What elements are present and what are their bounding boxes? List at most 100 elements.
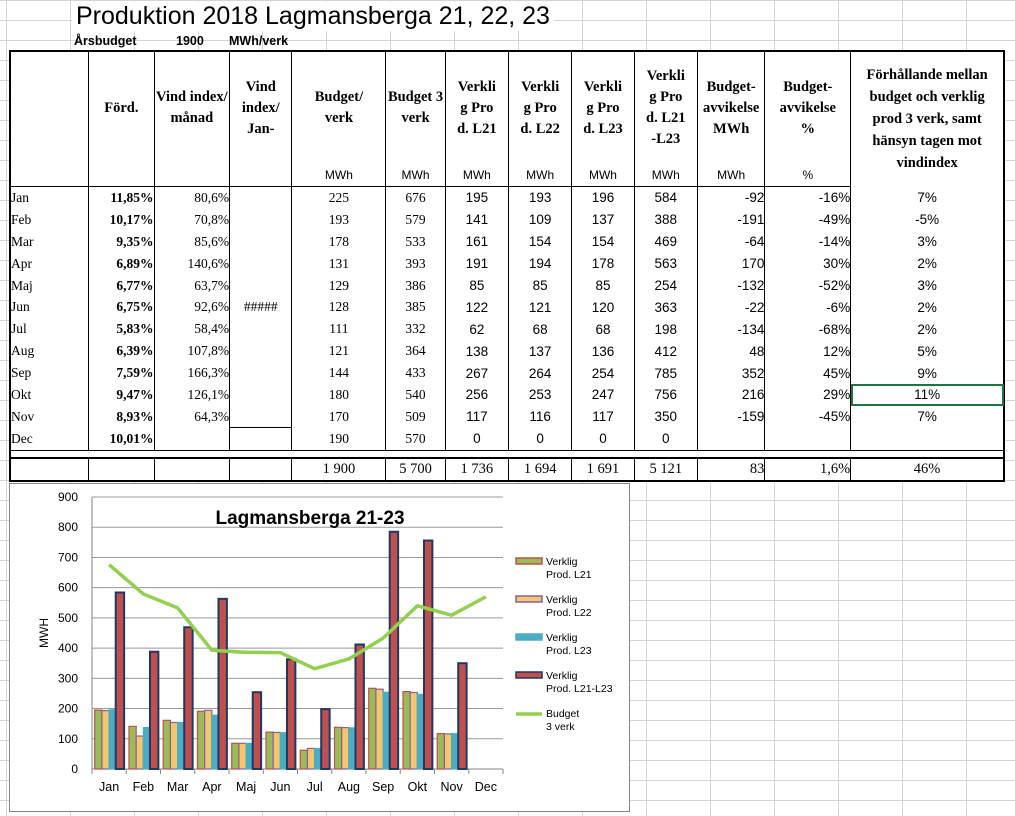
forhallande-cell[interactable]: 2% [850, 318, 1004, 341]
month-cell[interactable]: Dec [11, 430, 33, 446]
budget-3-verk-cell[interactable]: 509 [385, 405, 446, 428]
budget-verk-cell[interactable]: 111 [291, 318, 386, 341]
header-verklig-l21-l23[interactable]: Verklig Prod. L21-L23 [633, 51, 698, 164]
verklig-l22-cell[interactable]: 121 [507, 296, 572, 319]
verklig-l23-cell[interactable]: 154 [571, 230, 635, 253]
verklig-sum-cell[interactable]: 388 [633, 208, 698, 231]
verklig-l23-cell[interactable]: 136 [571, 340, 635, 363]
verklig-sum-cell[interactable]: 584 [633, 186, 698, 209]
vind-index-cell[interactable]: 85,6% [153, 230, 230, 253]
avvikelse-pct-cell[interactable]: -52% [764, 274, 851, 297]
budget-3-verk-cell[interactable]: 540 [385, 384, 446, 406]
verklig-l22-cell[interactable]: 109 [507, 208, 572, 231]
avvikelse-pct-cell[interactable]: 12% [764, 340, 851, 363]
verklig-l23-cell[interactable]: 196 [571, 186, 635, 209]
total-budget-verk[interactable]: 1 900 [291, 457, 386, 482]
avvikelse-mwh-cell[interactable]: -92 [696, 186, 765, 209]
total-forhallande[interactable]: 46% [850, 457, 1004, 482]
header-budget-verk[interactable]: Budget/ verk [291, 51, 386, 164]
verklig-l23-cell[interactable]: 254 [571, 362, 635, 385]
budget-verk-cell[interactable]: 180 [291, 384, 386, 406]
avvikelse-pct-cell[interactable]: -16% [764, 186, 851, 209]
unit-cell[interactable]: MWh [571, 164, 635, 187]
total-l22[interactable]: 1 694 [507, 457, 572, 482]
verklig-l23-cell[interactable]: 117 [571, 405, 635, 428]
unit-cell[interactable] [10, 164, 89, 187]
verklig-l22-cell[interactable]: 154 [507, 230, 572, 253]
verklig-l23-cell[interactable]: 247 [571, 384, 635, 406]
ford-cell[interactable]: 9,35% [88, 230, 155, 253]
total-l23[interactable]: 1 691 [571, 457, 635, 482]
verklig-l21-cell[interactable]: 122 [444, 296, 509, 319]
header-vind-jan[interactable]: Vind index/ Jan- [229, 51, 292, 164]
vind-index-cell[interactable]: 107,8% [153, 340, 230, 363]
header-vind-manad[interactable]: Vind index/ månad [153, 51, 230, 164]
forhallande-cell[interactable] [850, 427, 1004, 451]
budget-verk-cell[interactable]: 131 [291, 252, 386, 275]
avvikelse-mwh-cell[interactable]: 216 [696, 384, 765, 406]
unit-cell[interactable]: MWh [444, 164, 509, 187]
budget-3-verk-cell[interactable]: 533 [385, 230, 446, 253]
budget-3-verk-cell[interactable]: 386 [385, 274, 446, 297]
ford-cell[interactable]: 6,75% [88, 296, 155, 319]
total-cell[interactable] [10, 457, 89, 482]
verklig-sum-cell[interactable]: 350 [633, 405, 698, 428]
avvikelse-pct-cell[interactable]: 29% [764, 384, 851, 406]
forhallande-cell[interactable]: 7% [850, 186, 1004, 209]
forhallande-cell[interactable]: 5% [850, 340, 1004, 363]
avvikelse-mwh-cell[interactable] [696, 427, 765, 451]
budget-verk-cell[interactable]: 178 [291, 230, 386, 253]
verklig-l21-cell[interactable]: 62 [444, 318, 509, 341]
avvikelse-mwh-cell[interactable]: 352 [696, 362, 765, 385]
total-l21-l23[interactable]: 5 121 [633, 457, 698, 482]
header-month[interactable] [10, 51, 89, 164]
budget-verk-cell[interactable]: 121 [291, 340, 386, 363]
verklig-l21-cell[interactable]: 117 [444, 405, 509, 428]
avvikelse-mwh-cell[interactable]: -134 [696, 318, 765, 341]
header-avvikelse-pct[interactable]: Budget- avvikelse % [764, 51, 851, 164]
ford-cell[interactable]: 7,59% [88, 362, 155, 385]
verklig-sum-cell[interactable]: 198 [633, 318, 698, 341]
verklig-l23-cell[interactable]: 120 [571, 296, 635, 319]
verklig-l23-cell[interactable]: 0 [571, 427, 635, 451]
budget-value[interactable]: 1900 [176, 34, 204, 48]
budget-3-verk-cell[interactable]: 570 [385, 427, 446, 451]
month-cell[interactable]: Nov [11, 408, 35, 424]
forhallande-cell[interactable]: 2% [850, 296, 1004, 319]
forhallande-cell[interactable]: 9% [850, 362, 1004, 385]
ford-cell[interactable]: 8,93% [88, 405, 155, 428]
month-cell[interactable]: Jul [11, 321, 27, 337]
verklig-l22-cell[interactable]: 68 [507, 318, 572, 341]
unit-cell[interactable]: MWh [291, 164, 386, 187]
unit-cell[interactable]: MWh [633, 164, 698, 187]
ford-cell[interactable]: 5,83% [88, 318, 155, 341]
vind-jan-cell[interactable] [229, 427, 292, 451]
avvikelse-mwh-cell[interactable]: -191 [696, 208, 765, 231]
avvikelse-pct-cell[interactable] [764, 427, 851, 451]
verklig-l22-cell[interactable]: 137 [507, 340, 572, 363]
vind-index-cell[interactable]: 58,4% [153, 318, 230, 341]
month-cell[interactable]: Mar [11, 233, 34, 249]
forhallande-cell[interactable]: 2% [850, 252, 1004, 275]
total-avvikelse-pct[interactable]: 1,6% [764, 457, 851, 482]
verklig-l21-cell[interactable]: 141 [444, 208, 509, 231]
header-verklig-l22[interactable]: Verklig Prod. L22 [507, 51, 572, 164]
verklig-l22-cell[interactable]: 85 [507, 274, 572, 297]
budget-3-verk-cell[interactable]: 385 [385, 296, 446, 319]
verklig-sum-cell[interactable]: 563 [633, 252, 698, 275]
month-cell[interactable]: Aug [11, 343, 35, 359]
verklig-l21-cell[interactable]: 85 [444, 274, 509, 297]
verklig-l22-cell[interactable]: 253 [507, 384, 572, 406]
verklig-l21-cell[interactable]: 138 [444, 340, 509, 363]
vind-index-cell[interactable] [153, 427, 230, 451]
budget-verk-cell[interactable]: 193 [291, 208, 386, 231]
total-avvikelse-mwh[interactable]: 83 [696, 457, 765, 482]
total-budget-3-verk[interactable]: 5 700 [385, 457, 446, 482]
avvikelse-pct-cell[interactable]: -49% [764, 208, 851, 231]
ford-cell[interactable]: 6,89% [88, 252, 155, 275]
verklig-l23-cell[interactable]: 68 [571, 318, 635, 341]
month-cell[interactable]: Jun [11, 299, 30, 315]
vind-index-cell[interactable]: 80,6% [153, 186, 230, 209]
forhallande-cell[interactable]: -5% [850, 208, 1004, 231]
verklig-sum-cell[interactable]: 756 [633, 384, 698, 406]
